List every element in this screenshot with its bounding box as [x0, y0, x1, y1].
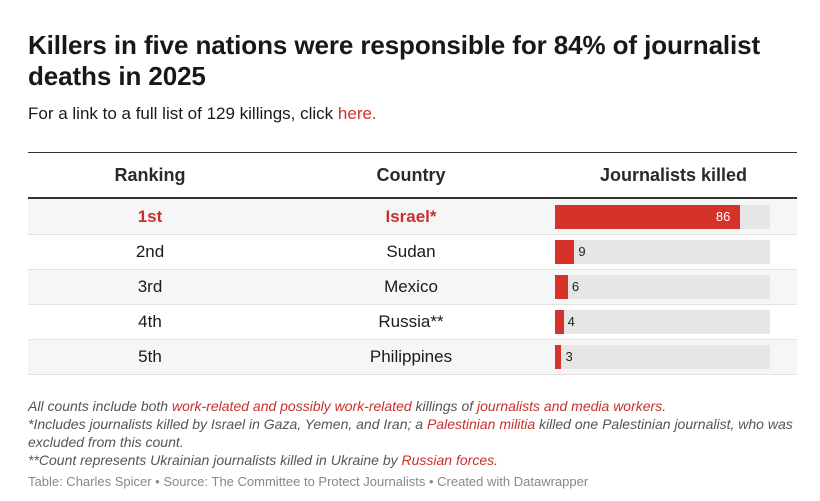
footnote-text: . [662, 398, 667, 414]
country-cell: Philippines [369, 347, 453, 366]
journalists-media-workers-link[interactable]: journalists and media workers [477, 398, 663, 414]
bar [555, 310, 564, 334]
country-cell: Israel* [385, 206, 437, 226]
column-header-ranking[interactable]: Ranking [114, 164, 186, 185]
bar [555, 240, 575, 264]
bar [555, 275, 568, 299]
footnote-russia: **Count represents Ukrainian journalists… [28, 451, 798, 469]
footnote-text: All counts include both [28, 398, 172, 414]
russian-forces-link[interactable]: Russian forces [401, 452, 495, 468]
palestinian-militia-link[interactable]: Palestinian militia [426, 416, 536, 432]
bar-cell: 86 [550, 204, 797, 229]
chart-title: Killers in five nations were responsible… [28, 30, 761, 91]
bar-cell: 9 [550, 240, 797, 264]
footnote-text: . [494, 452, 498, 468]
bar [555, 345, 562, 369]
footnote-text: killings of [411, 398, 478, 414]
footnote-text: **Count represents Ukrainian journalists… [28, 452, 402, 468]
bar-cell: 6 [550, 275, 797, 299]
full-list-link[interactable]: here. [337, 104, 377, 123]
bar-track: 3 [555, 345, 770, 369]
subtitle-text: For a link to a full list of 129 killing… [28, 104, 338, 123]
footnote-israel: *Includes journalists killed by Israel i… [28, 415, 798, 451]
rank-cell: 4th [138, 312, 162, 331]
table-row: 4th Russia** 4 [28, 305, 797, 340]
rank-cell: 5th [138, 347, 162, 366]
bar-track: 86 [555, 204, 770, 229]
bar-cell: 3 [550, 345, 797, 369]
work-related-link[interactable]: work-related and possibly work-related [171, 398, 412, 414]
rank-cell: 3rd [137, 277, 163, 296]
bar-track: 4 [555, 310, 770, 334]
bar-track: 9 [555, 240, 770, 264]
table-row: 2nd Sudan 9 [28, 235, 797, 270]
footnote-text: *Includes journalists killed by Israel i… [28, 416, 427, 432]
table-row: 3rd Mexico 6 [28, 270, 797, 305]
column-header-journalists-killed[interactable]: Journalists killed [599, 164, 748, 185]
bar-value-label: 6 [571, 279, 580, 294]
bar-cell: 4 [550, 310, 797, 334]
rank-cell: 1st [137, 206, 163, 226]
chart-subtitle: For a link to a full list of 129 killing… [28, 103, 792, 125]
bar-value-label: 3 [565, 349, 573, 364]
country-cell: Mexico [384, 277, 438, 296]
table-row: 5th Philippines 3 [28, 340, 797, 375]
table-row: 1st Israel* 86 [28, 199, 797, 235]
table-header: Ranking Country Journalists killed [28, 153, 797, 199]
bar-track: 6 [555, 275, 770, 299]
source-credit: Table: Charles Spicer • Source: The Comm… [28, 474, 589, 489]
bar-value-label: 9 [578, 244, 586, 259]
footnote-text: killed one Palestinian journalist, who w… [28, 416, 793, 450]
data-table: Ranking Country Journalists killed 1st Is… [28, 152, 797, 375]
country-cell: Sudan [386, 242, 436, 261]
rank-cell: 2nd [135, 242, 165, 261]
column-header-country[interactable]: Country [376, 164, 446, 185]
footnote-counts: All counts include both work-related and… [28, 397, 798, 415]
country-cell: Russia** [378, 312, 444, 331]
table-body: 1st Israel* 86 2nd Sudan 9 3rd Mexico 6 4th Russia… [28, 199, 797, 375]
bar [555, 204, 740, 229]
bar-value-label: 86 [715, 208, 731, 224]
bar-value-label: 4 [567, 314, 575, 329]
footnotes: All counts include both work-related and… [28, 397, 798, 469]
